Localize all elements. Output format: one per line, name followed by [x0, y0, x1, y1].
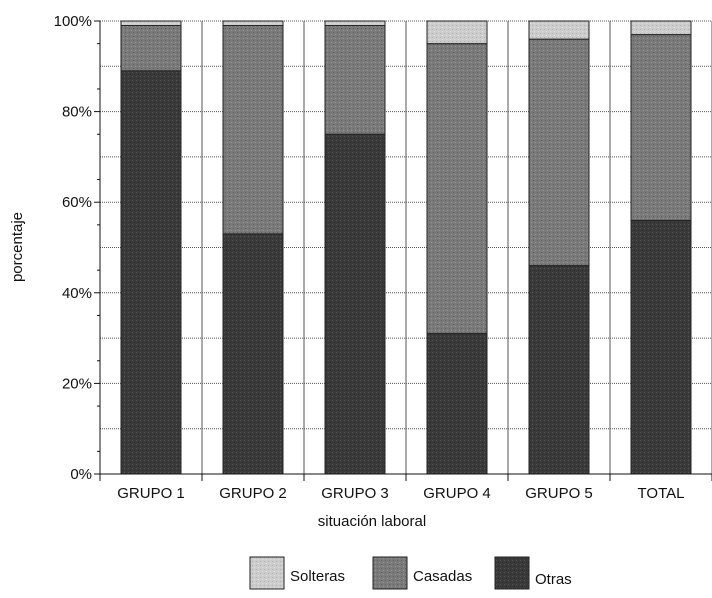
x-tick-label: GRUPO 3	[321, 485, 389, 502]
bar-segment-casadas-5	[528, 38, 590, 267]
bar-segment-solteras-1	[120, 20, 182, 27]
y-tick-label: 40%	[62, 285, 92, 302]
gridlines	[99, 20, 712, 474]
bar-segment-otras-6	[630, 219, 692, 475]
bar-segment-casadas-1	[120, 25, 182, 72]
legend-label-otras: Otras	[535, 571, 572, 588]
bar-segment-otras-3	[324, 133, 386, 475]
legend-label-solteras: Solteras	[290, 568, 345, 585]
bar-segment-otras-2	[222, 233, 284, 475]
axes: 0% 20% 40% 60% 80% 100% GRUPO 1 GRUPO 2 GRUPO 3 G…	[54, 13, 712, 502]
legend: Solteras Casadas Otras	[249, 556, 572, 590]
x-tick-label: GRUPO 1	[117, 485, 185, 502]
x-tick-label: TOTAL	[638, 485, 685, 502]
bar-segment-solteras-3	[324, 20, 386, 27]
bar-segment-solteras-6	[630, 20, 692, 36]
bar-segment-casadas-6	[630, 34, 692, 221]
bar-segment-casadas-3	[324, 25, 386, 135]
y-tick-label: 20%	[62, 375, 92, 392]
y-axis-title: porcentaje	[9, 212, 26, 282]
bar-segment-casadas-4	[426, 43, 488, 335]
bars	[120, 20, 692, 475]
legend-label-casadas: Casadas	[413, 568, 472, 585]
x-axis-title: situación laboral	[318, 513, 426, 530]
y-tick-label: 80%	[62, 104, 92, 121]
legend-swatch-casadas	[372, 556, 408, 590]
bar-segment-casadas-2	[222, 25, 284, 235]
x-tick-label: GRUPO 4	[423, 485, 491, 502]
y-tick-label: 0%	[70, 466, 92, 483]
legend-swatch-solteras	[249, 556, 285, 590]
legend-swatch-otras	[494, 556, 530, 590]
y-tick-label: 60%	[62, 194, 92, 211]
x-tick-label: GRUPO 5	[525, 485, 593, 502]
bar-segment-solteras-2	[222, 20, 284, 27]
bar-segment-solteras-4	[426, 20, 488, 45]
x-tick-label: GRUPO 2	[219, 485, 287, 502]
bar-segment-otras-1	[120, 70, 182, 475]
bar-segment-otras-5	[528, 265, 590, 475]
y-tick-label: 100%	[54, 13, 92, 30]
bar-segment-otras-4	[426, 333, 488, 475]
bar-segment-solteras-5	[528, 20, 590, 40]
